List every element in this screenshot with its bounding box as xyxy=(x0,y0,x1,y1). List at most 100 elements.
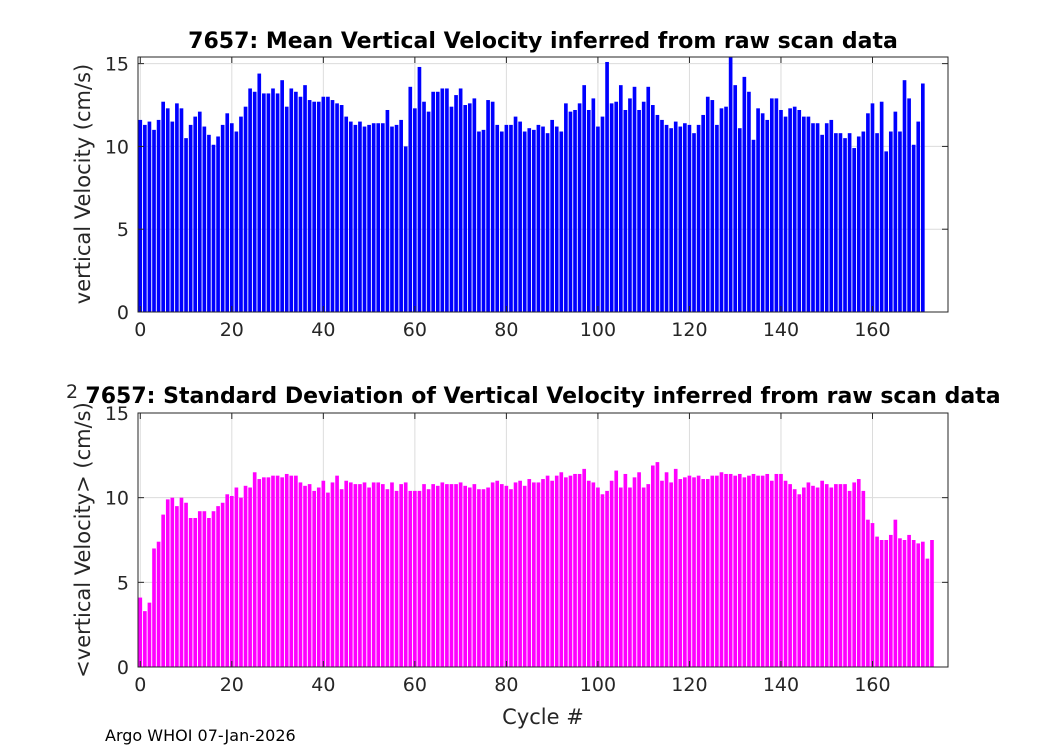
bar xyxy=(925,558,930,667)
bar xyxy=(408,490,413,667)
bar xyxy=(577,103,582,312)
bar xyxy=(564,477,568,667)
x-tick-label: 120 xyxy=(671,674,707,696)
bar xyxy=(197,111,202,312)
bar xyxy=(678,126,683,312)
bar xyxy=(463,105,468,313)
bar xyxy=(138,597,143,667)
y-axis-label: vertical Velocity (cm/s) xyxy=(71,64,95,304)
bar xyxy=(651,105,655,313)
bar xyxy=(467,103,472,312)
bar xyxy=(435,485,440,667)
bar xyxy=(673,468,678,667)
bar xyxy=(724,106,728,313)
bar xyxy=(669,128,673,312)
bar xyxy=(641,487,646,667)
bar xyxy=(239,497,243,667)
bar xyxy=(229,495,234,667)
bar xyxy=(381,484,385,667)
bar xyxy=(564,103,568,312)
bar xyxy=(646,86,651,312)
bar xyxy=(294,475,298,667)
bar xyxy=(339,105,344,313)
y-tick-label: 15 xyxy=(105,403,129,425)
bar xyxy=(266,93,271,313)
bar xyxy=(458,482,463,667)
bar xyxy=(403,482,408,667)
bar xyxy=(326,96,330,313)
bar xyxy=(376,482,381,667)
bar xyxy=(582,85,587,313)
bar xyxy=(390,482,394,667)
bar xyxy=(902,80,907,313)
bar xyxy=(655,114,660,312)
bar xyxy=(879,101,884,313)
bar xyxy=(870,103,875,312)
bar xyxy=(573,109,577,313)
bar xyxy=(161,514,165,667)
bar xyxy=(632,477,637,667)
bar xyxy=(504,124,509,312)
bar xyxy=(481,129,486,312)
bar xyxy=(856,136,861,312)
bar xyxy=(902,540,907,667)
bar xyxy=(490,101,495,313)
bar xyxy=(481,489,486,667)
bar xyxy=(678,479,683,667)
bar xyxy=(628,487,632,667)
bar xyxy=(600,494,605,667)
bar xyxy=(449,484,454,667)
bar xyxy=(765,473,770,667)
x-tick-label: 140 xyxy=(763,319,799,341)
bar xyxy=(559,131,564,312)
bar xyxy=(916,121,921,312)
bar xyxy=(225,494,230,667)
bar xyxy=(797,494,802,667)
bar xyxy=(284,106,289,313)
x-tick-label: 140 xyxy=(763,674,799,696)
bar xyxy=(257,479,262,667)
bar xyxy=(797,109,802,313)
bar xyxy=(719,472,724,667)
y-tick-label: 5 xyxy=(117,572,129,594)
bar xyxy=(440,88,445,313)
bar xyxy=(541,126,545,312)
bar xyxy=(271,88,275,313)
bar xyxy=(440,482,445,667)
bar xyxy=(490,482,495,667)
bar xyxy=(724,473,728,667)
x-tick-label: 100 xyxy=(580,674,616,696)
x-tick-label: 40 xyxy=(311,319,335,341)
bar xyxy=(930,540,934,667)
bar xyxy=(161,101,165,313)
bar xyxy=(811,485,815,667)
bar xyxy=(820,134,824,312)
bar xyxy=(545,475,550,667)
y-axis-label: <vertical Velocity> (cm/s) xyxy=(71,402,95,678)
bar xyxy=(179,497,184,667)
bar xyxy=(824,484,829,667)
bar xyxy=(600,116,605,312)
bar xyxy=(779,109,783,313)
y-axis-label-superscript: 2 xyxy=(66,381,78,403)
bar xyxy=(806,116,811,312)
bar xyxy=(728,473,733,667)
bar xyxy=(774,473,779,667)
bar xyxy=(504,485,509,667)
bar xyxy=(641,101,646,313)
bar xyxy=(518,121,522,312)
bar xyxy=(888,534,893,667)
bar xyxy=(907,98,911,313)
bar xyxy=(554,126,559,312)
bar xyxy=(550,119,554,312)
x-axis-label: Cycle # xyxy=(502,705,584,729)
bar xyxy=(705,96,710,313)
bar xyxy=(632,86,637,312)
bar xyxy=(559,472,564,667)
bar xyxy=(651,465,655,667)
bar xyxy=(802,487,806,667)
bar xyxy=(829,119,834,312)
bar xyxy=(921,541,925,667)
bar xyxy=(618,85,623,313)
y-tick-label: 15 xyxy=(105,54,129,76)
